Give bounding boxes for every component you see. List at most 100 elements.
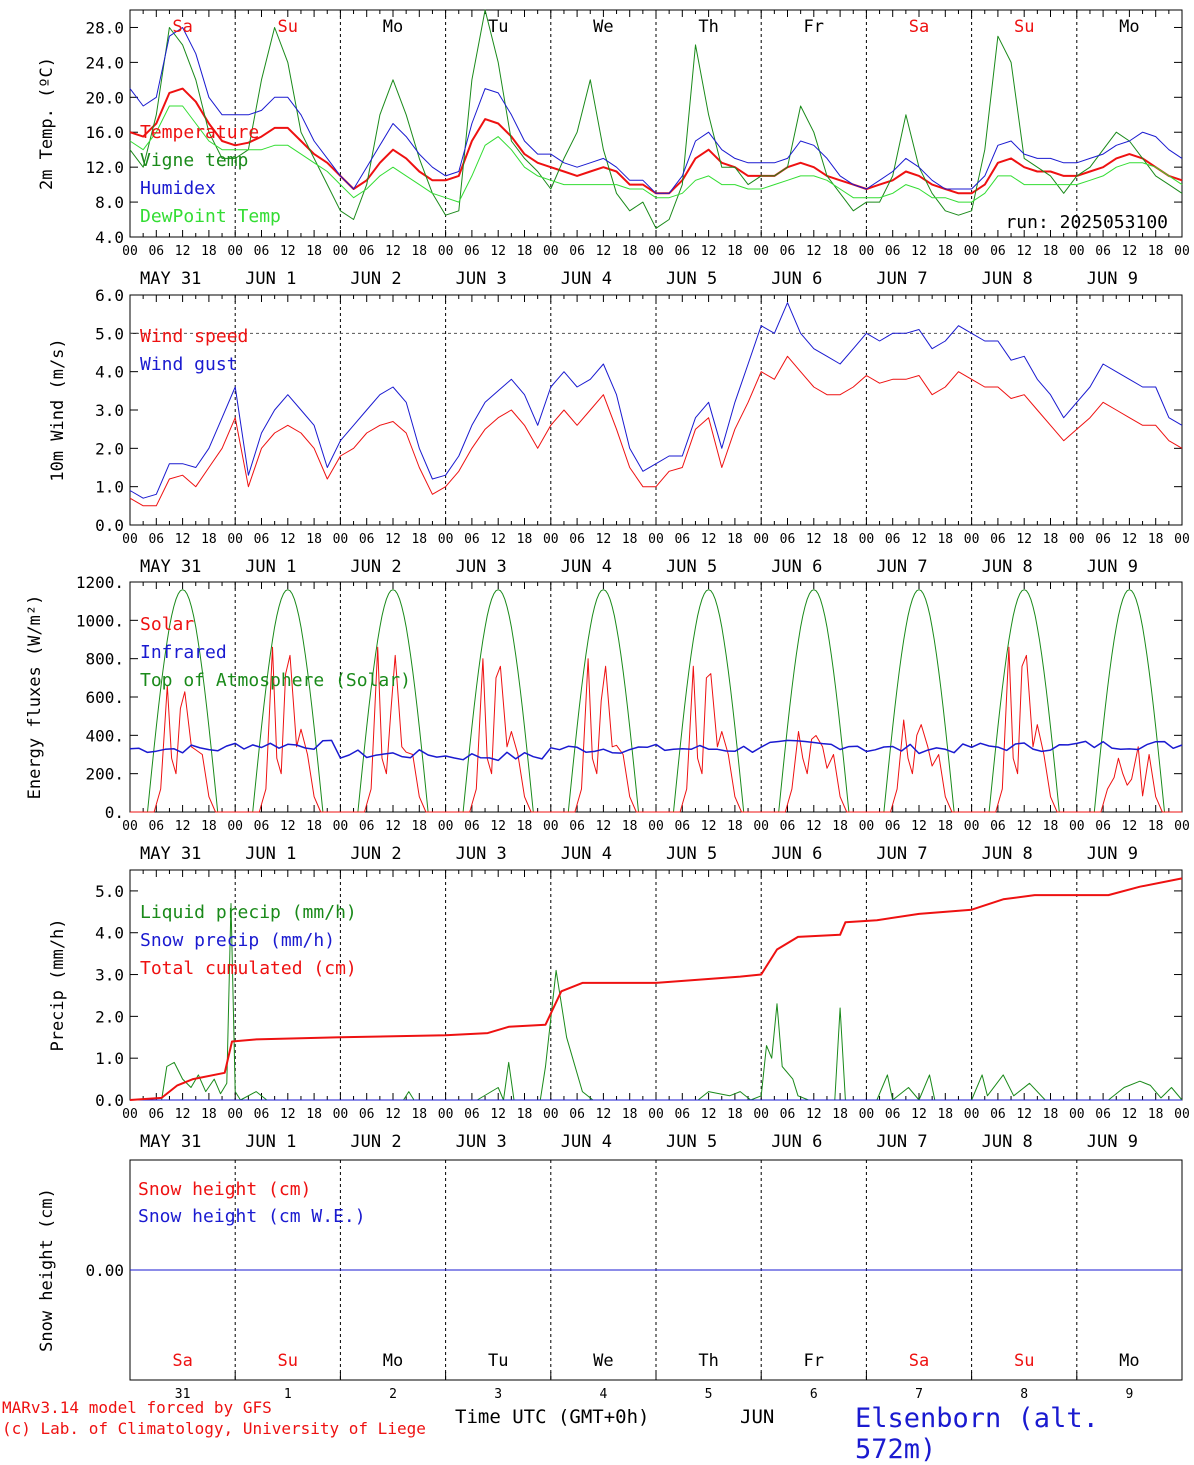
hour-tick-label: 06 [990,244,1006,259]
date-label: JUN 9 [1087,1132,1138,1152]
legend-entry: Temperature [140,122,259,143]
hour-tick-label: 12 [596,532,612,547]
y-tick-label: 0.0 [95,1091,124,1110]
legend-entry: Vigne temp [140,150,248,171]
weekday-label: Sa [909,17,929,37]
hour-tick-label: 12 [490,819,506,834]
hour-tick-label: 18 [1148,819,1164,834]
hour-tick-label: 00 [648,1107,664,1122]
hour-tick-label: 12 [911,532,927,547]
hour-tick-label: 06 [674,819,690,834]
date-label: JUN 3 [456,557,507,577]
hour-tick-label: 00 [964,532,980,547]
hour-tick-label: 00 [648,819,664,834]
y-tick-label: 4.0 [95,228,124,247]
y-tick-label: 8.0 [95,193,124,212]
hour-tick-label: 06 [254,532,270,547]
hour-tick-label: 00 [964,244,980,259]
date-label: JUN 7 [876,1132,927,1152]
hour-tick-label: 06 [674,532,690,547]
y-tick-label: 1000. [76,611,124,630]
weekday-label: Sa [172,17,192,37]
hour-tick-label: 12 [490,1107,506,1122]
date-label: JUN 5 [666,1132,717,1152]
hour-tick-label: 00 [753,532,769,547]
y-tick-label: 24.0 [85,53,124,72]
hour-tick-label: 00 [964,819,980,834]
day-number-label: 4 [599,1387,607,1402]
y-axis-label: Snow height (cm) [37,1188,57,1352]
hour-tick-label: 18 [727,819,743,834]
hour-tick-label: 06 [780,532,796,547]
hour-tick-label: 12 [596,1107,612,1122]
hour-tick-label: 12 [911,244,927,259]
hour-tick-label: 06 [254,1107,270,1122]
hour-tick-label: 18 [517,532,533,547]
hour-tick-label: 12 [911,1107,927,1122]
date-label: JUN 1 [245,269,296,289]
weekday-label: We [593,1351,613,1371]
date-label: JUN 8 [982,844,1033,864]
hour-tick-label: 12 [806,532,822,547]
copyright-credit: (c) Lab. of Climatology, University of L… [2,1419,426,1438]
date-label: JUN 7 [876,844,927,864]
y-tick-label: 1.0 [95,1049,124,1068]
hour-tick-label: 18 [622,244,638,259]
hour-tick-label: 00 [648,532,664,547]
series-vigne-temp [129,9,1183,229]
legend-entry: Infrared [140,642,227,663]
day-number-label: 31 [175,1387,191,1402]
hour-tick-label: 18 [937,819,953,834]
y-tick-label: 400. [85,726,124,745]
hour-tick-label: 18 [727,244,743,259]
series-liquid-precip-mm-h [130,903,1183,1101]
date-label: MAY 31 [140,269,201,289]
date-label: JUN 9 [1087,557,1138,577]
legend-entry: Solar [140,614,194,635]
hour-tick-label: 18 [1043,1107,1059,1122]
y-tick-label: 4.0 [95,363,124,382]
legend-entry: Total cumulated (cm) [140,958,357,979]
hour-tick-label: 00 [438,532,454,547]
weekday-label: Mo [383,1351,403,1371]
hour-tick-label: 12 [280,244,296,259]
date-label: JUN 6 [771,844,822,864]
hour-tick-label: 12 [1122,532,1138,547]
date-label: JUN 6 [771,269,822,289]
weekday-label: Tu [488,17,508,37]
hour-tick-label: 06 [148,532,164,547]
series-humidex [129,27,1183,194]
hour-tick-label: 06 [780,244,796,259]
hour-tick-label: 00 [438,1107,454,1122]
y-tick-label: 3.0 [95,966,124,985]
date-label: JUN 3 [456,844,507,864]
hour-tick-label: 12 [806,244,822,259]
y-axis-label: 2m Temp. (ºC) [37,57,57,190]
hour-tick-label: 12 [175,1107,191,1122]
weekday-label: Fr [804,17,824,37]
y-tick-label: 1.0 [95,478,124,497]
hour-tick-label: 18 [411,819,427,834]
y-axis-label: Precip (mm/h) [48,918,68,1051]
hour-tick-label: 00 [333,532,349,547]
hour-tick-label: 18 [411,1107,427,1122]
hour-tick-label: 18 [1148,1107,1164,1122]
hour-tick-label: 00 [333,819,349,834]
hour-tick-label: 00 [227,244,243,259]
hour-tick-label: 12 [806,819,822,834]
hour-tick-label: 00 [753,819,769,834]
date-label: JUN 3 [456,1132,507,1152]
hour-tick-label: 06 [885,532,901,547]
hour-tick-label: 06 [464,819,480,834]
hour-tick-label: 12 [385,244,401,259]
hour-tick-label: 18 [832,244,848,259]
hour-tick-label: 06 [569,244,585,259]
hour-tick-label: 18 [1148,244,1164,259]
series-infrared [129,739,1183,762]
hour-tick-label: 12 [1016,819,1032,834]
hour-tick-label: 00 [964,1107,980,1122]
legend-entry: DewPoint Temp [140,206,281,227]
date-label: MAY 31 [140,557,201,577]
hour-tick-label: 06 [569,532,585,547]
hour-tick-label: 00 [438,819,454,834]
